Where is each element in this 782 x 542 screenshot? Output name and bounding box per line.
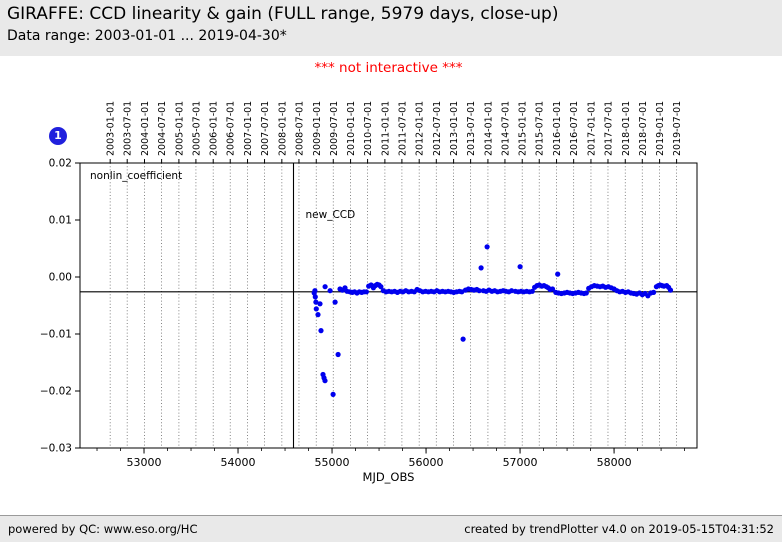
x-axis-label: MJD_OBS xyxy=(363,470,415,484)
svg-text:2006-01-01: 2006-01-01 xyxy=(209,101,220,156)
grid-lines xyxy=(109,163,677,448)
footer-bar: powered by QC: www.eso.org/HC created by… xyxy=(0,515,782,542)
svg-text:2019-07-01: 2019-07-01 xyxy=(672,101,683,156)
svg-text:2014-01-01: 2014-01-01 xyxy=(483,101,494,156)
svg-text:−0.02: −0.02 xyxy=(40,386,72,398)
data-range-subtitle: Data range: 2003-01-01 ... 2019-04-30* xyxy=(7,28,287,44)
svg-text:0.00: 0.00 xyxy=(49,272,72,284)
svg-text:2008-01-01: 2008-01-01 xyxy=(277,101,288,156)
svg-text:2007-01-01: 2007-01-01 xyxy=(243,101,254,156)
svg-text:2010-01-01: 2010-01-01 xyxy=(346,101,357,156)
svg-text:58000: 58000 xyxy=(597,456,632,469)
svg-text:53000: 53000 xyxy=(127,456,162,469)
chart-canvas: 2003-01-01 2003-07-01 2004-01-01 2004-07-01… xyxy=(40,101,698,484)
svg-text:2016-07-01: 2016-07-01 xyxy=(569,101,580,156)
svg-text:2014-07-01: 2014-07-01 xyxy=(500,101,511,156)
svg-text:2003-01-01: 2003-01-01 xyxy=(106,101,117,156)
svg-text:2005-07-01: 2005-07-01 xyxy=(191,101,202,156)
svg-text:2018-01-01: 2018-01-01 xyxy=(621,101,632,156)
svg-text:56000: 56000 xyxy=(409,456,444,469)
svg-text:57000: 57000 xyxy=(503,456,538,469)
series-number-badge: 1 xyxy=(49,127,67,145)
not-interactive-notice: *** not interactive *** xyxy=(314,60,463,76)
svg-text:2006-07-01: 2006-07-01 xyxy=(226,101,237,156)
svg-text:2004-01-01: 2004-01-01 xyxy=(140,101,151,156)
svg-text:−0.03: −0.03 xyxy=(40,443,72,455)
plot-frame xyxy=(79,162,698,449)
svg-text:2005-01-01: 2005-01-01 xyxy=(174,101,185,156)
svg-text:2009-01-01: 2009-01-01 xyxy=(312,101,323,156)
svg-text:2019-01-01: 2019-01-01 xyxy=(655,101,666,156)
svg-text:2013-01-01: 2013-01-01 xyxy=(449,101,460,156)
svg-text:54000: 54000 xyxy=(221,456,256,469)
page-title: GIRAFFE: CCD linearity & gain (FULL rang… xyxy=(7,4,559,24)
svg-text:2018-07-01: 2018-07-01 xyxy=(638,101,649,156)
svg-text:2017-07-01: 2017-07-01 xyxy=(603,101,614,156)
title-bar: GIRAFFE: CCD linearity & gain (FULL rang… xyxy=(0,0,782,56)
scatter-points xyxy=(311,244,674,397)
svg-text:2004-07-01: 2004-07-01 xyxy=(157,101,168,156)
bottom-axis: 53000 54000 55000 56000 57000 58000 MJD_OBS xyxy=(96,448,685,484)
svg-text:2015-01-01: 2015-01-01 xyxy=(518,101,529,156)
svg-text:0.02: 0.02 xyxy=(49,158,72,170)
svg-text:2011-01-01: 2011-01-01 xyxy=(380,101,391,156)
svg-text:2003-07-01: 2003-07-01 xyxy=(123,101,134,156)
svg-text:55000: 55000 xyxy=(315,456,350,469)
svg-text:2013-07-01: 2013-07-01 xyxy=(466,101,477,156)
svg-text:2012-07-01: 2012-07-01 xyxy=(432,101,443,156)
series-label: nonlin_coefficient xyxy=(90,170,182,182)
svg-text:2008-07-01: 2008-07-01 xyxy=(294,101,305,156)
svg-text:2009-07-01: 2009-07-01 xyxy=(329,101,340,156)
svg-text:2011-07-01: 2011-07-01 xyxy=(397,101,408,156)
svg-text:2007-07-01: 2007-07-01 xyxy=(260,101,271,156)
footer-created-by: created by trendPlotter v4.0 on 2019-05-… xyxy=(464,522,774,536)
svg-text:−0.01: −0.01 xyxy=(40,329,72,341)
svg-text:2015-07-01: 2015-07-01 xyxy=(535,101,546,156)
top-axis: 2003-01-01 2003-07-01 2004-01-01 2004-07-01… xyxy=(106,101,683,163)
svg-text:0.01: 0.01 xyxy=(49,215,72,227)
svg-text:2017-01-01: 2017-01-01 xyxy=(586,101,597,156)
svg-text:2012-01-01: 2012-01-01 xyxy=(415,101,426,156)
svg-text:2016-01-01: 2016-01-01 xyxy=(552,101,563,156)
svg-text:2010-07-01: 2010-07-01 xyxy=(363,101,374,156)
left-axis: 0.02 0.01 0.00 −0.01 −0.02 −0.03 xyxy=(40,158,80,455)
new-ccd-label: new_CCD xyxy=(306,209,356,221)
footer-powered-by: powered by QC: www.eso.org/HC xyxy=(8,522,198,536)
